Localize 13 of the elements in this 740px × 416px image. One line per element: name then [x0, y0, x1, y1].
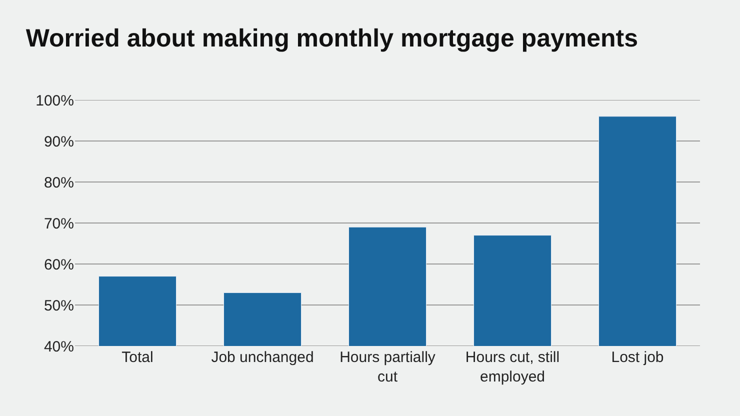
x-tick-label: Hours cut, still employed: [465, 349, 560, 386]
x-tick-label: Total: [122, 349, 154, 366]
y-tick-label: 40%: [44, 338, 74, 356]
y-tick-label: 60%: [44, 256, 74, 274]
y-tick-label: 50%: [44, 297, 74, 314]
x-tick-label: Job unchanged: [211, 349, 314, 366]
y-tick-label: 100%: [36, 92, 74, 110]
x-tick-label: Hours partially cut: [340, 349, 436, 386]
y-tick-label: 90%: [44, 133, 74, 150]
y-tick-label: 80%: [44, 174, 74, 192]
y-tick-label: 70%: [44, 215, 74, 232]
x-tick-label: Lost job: [611, 349, 664, 366]
chart-title: Worried about making monthly mortgage payments: [26, 24, 638, 53]
